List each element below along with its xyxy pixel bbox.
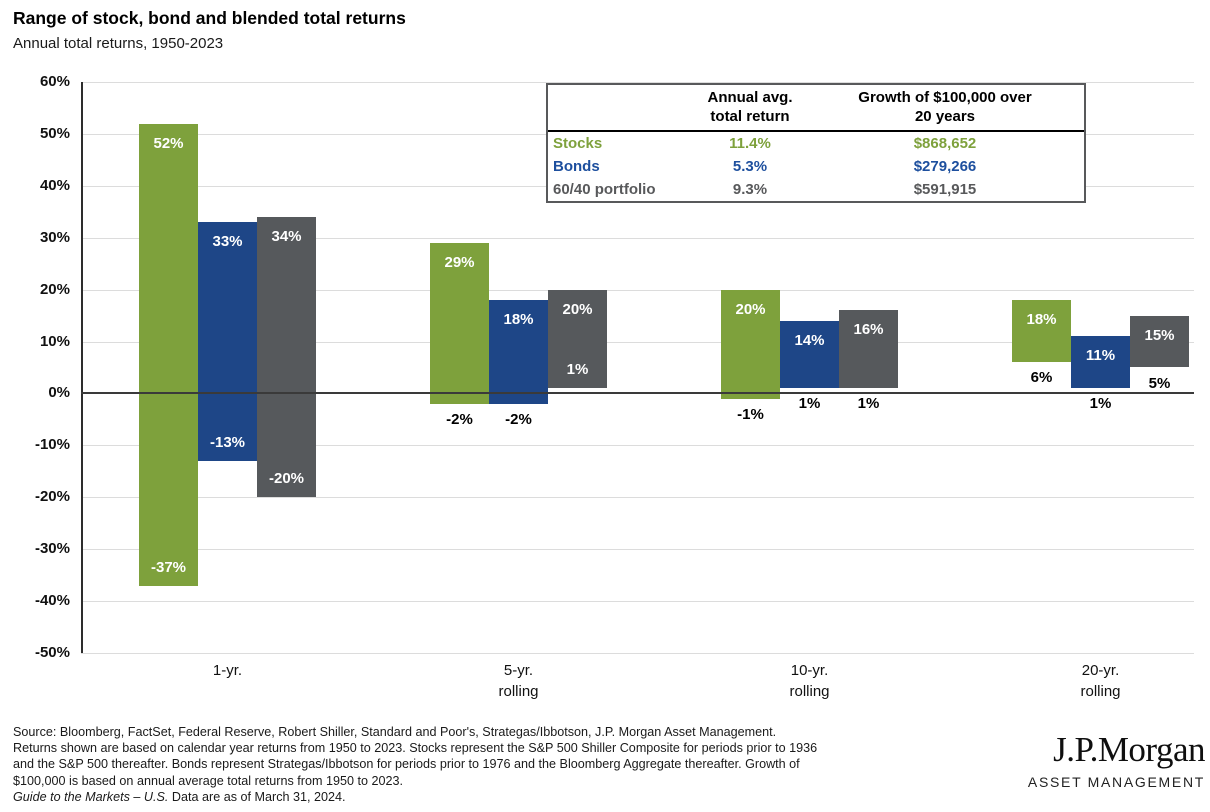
legend-avg-bonds: 5.3% xyxy=(732,158,768,175)
bar-60-40-portfolio-2 xyxy=(548,289,607,389)
page-title: Range of stock, bond and blended total r… xyxy=(13,8,406,28)
legend-label-bonds: Bonds xyxy=(553,158,600,175)
gridline xyxy=(81,601,1194,603)
bar-min-label-bonds-2: -2% xyxy=(505,410,532,428)
y-axis-tick-label: -40% xyxy=(34,592,70,610)
bar-min-label-60-40-portfolio-4: 5% xyxy=(1148,374,1171,392)
bar-max-label-stocks-3: 20% xyxy=(735,300,766,318)
gridline xyxy=(81,289,1194,291)
source-text-last-line: Guide to the Markets – U.S. Data are as … xyxy=(13,789,346,804)
bar-60-40-portfolio-4 xyxy=(1130,315,1189,368)
bar-max-label-60-40-portfolio-4: 15% xyxy=(1144,326,1175,344)
y-axis-tick-label: 30% xyxy=(39,228,70,246)
legend-row-stocks: Stocks 11.4% $868,652 xyxy=(548,132,1084,155)
legend-avg-6040: 9.3% xyxy=(732,181,768,198)
bar-bonds-3 xyxy=(780,320,839,389)
y-axis-tick-label: -50% xyxy=(34,644,70,661)
plot-area: 60% 50% 40% 30% 20% 10% 0% -10% -20% -30% -40% -50%… xyxy=(34,73,1194,700)
y-axis-tick-label: -10% xyxy=(34,436,70,454)
bar-min-label-stocks-4: 6% xyxy=(1030,369,1053,387)
x-axis-label: 20-yr. rolling xyxy=(1080,662,1121,700)
bar-min-label-bonds-1: -13% xyxy=(209,433,246,451)
gridline xyxy=(81,497,1194,499)
bar-max-label-60-40-portfolio-3: 16% xyxy=(853,321,884,339)
x-axis-label: 1-yr. xyxy=(212,662,243,679)
y-axis-tick-label: 60% xyxy=(39,73,70,90)
legend-row-bonds: Bonds 5.3% $279,266 xyxy=(548,155,1084,178)
bar-stocks-4 xyxy=(1012,300,1071,363)
jpmorgan-brand-text: J.P.Morgan xyxy=(1053,730,1205,769)
jpmorgan-logo: J.P.Morgan ASSET MANAGEMENT xyxy=(1027,730,1206,791)
bar-max-label-bonds-4: 11% xyxy=(1085,347,1116,365)
legend-avg-stocks: 11.4% xyxy=(729,135,771,152)
asset-management-text: ASSET MANAGEMENT xyxy=(1027,774,1205,790)
y-axis-tick-label: 20% xyxy=(39,280,70,298)
bar-min-label-bonds-3: 1% xyxy=(798,395,821,413)
source-text-line: Returns shown are based on calendar year… xyxy=(13,741,818,756)
bar-min-label-stocks-3: -1% xyxy=(737,405,764,423)
source-text-line: $100,000 is based on annual average tota… xyxy=(13,773,403,788)
legend-growth-bonds: $279,266 xyxy=(913,158,977,175)
bar-max-label-bonds-2: 18% xyxy=(503,311,534,329)
bar-stocks-2 xyxy=(430,242,489,404)
legend-header-growth: Growth of $100,000 over 20 years xyxy=(858,89,1032,125)
gridline xyxy=(81,653,1194,654)
gridline xyxy=(81,341,1194,343)
bar-min-label-stocks-1: -37% xyxy=(150,558,187,576)
y-axis-tick-label: -20% xyxy=(34,488,70,506)
legend-row-6040: 60/40 portfolio 9.3% $591,915 xyxy=(548,178,1084,201)
gridline xyxy=(81,237,1194,239)
bar-stocks-1 xyxy=(139,123,198,586)
bar-stocks-3 xyxy=(721,289,780,399)
bar-max-label-stocks-1: 52% xyxy=(153,134,184,152)
gridline xyxy=(81,445,1194,447)
bar-bonds-1 xyxy=(198,222,257,461)
source-text-line: Source: Bloomberg, FactSet, Federal Rese… xyxy=(13,725,777,739)
gridline xyxy=(81,82,1194,83)
legend-table: Annual avg. total return Growth of $100,… xyxy=(546,83,1086,203)
bar-max-label-stocks-2: 29% xyxy=(444,253,475,271)
y-axis-tick-label: 10% xyxy=(39,332,70,350)
y-axis-tick-label: -30% xyxy=(34,540,70,558)
bar-max-label-bonds-3: 14% xyxy=(794,331,825,349)
bar-min-label-60-40-portfolio-3: 1% xyxy=(857,395,880,413)
legend-growth-stocks: $868,652 xyxy=(913,135,977,152)
x-axis-label: 5-yr. rolling xyxy=(498,662,539,700)
bar-60-40-portfolio-1 xyxy=(257,216,316,498)
bar-min-label-stocks-2: -2% xyxy=(446,410,473,428)
legend-growth-6040: $591,915 xyxy=(913,181,977,198)
bar-max-label-60-40-portfolio-2: 20% xyxy=(562,300,593,318)
bar-min-label-60-40-portfolio-2: 1% xyxy=(566,361,589,379)
legend-label-stocks: Stocks xyxy=(553,135,603,152)
legend-header-avg-return: Annual avg. total return xyxy=(707,89,793,125)
bar-min-label-60-40-portfolio-1: -20% xyxy=(268,470,305,488)
y-axis-tick-label: 50% xyxy=(39,124,70,142)
x-axis-label: 10-yr. rolling xyxy=(789,662,830,700)
bar-max-label-60-40-portfolio-1: 34% xyxy=(271,227,302,245)
gridline xyxy=(81,549,1194,551)
bar-bonds-2 xyxy=(489,300,548,404)
legend-table-header: Annual avg. total return Growth of $100,… xyxy=(548,85,1084,132)
zero-axis-line xyxy=(81,392,1194,395)
legend-header-blank xyxy=(548,88,694,126)
bar-60-40-portfolio-3 xyxy=(839,310,898,389)
chart-subtitle: Annual total returns, 1950-2023 xyxy=(13,35,224,52)
legend-label-6040: 60/40 portfolio xyxy=(553,181,656,198)
y-axis-tick-label: 0% xyxy=(48,384,70,402)
guide-to-markets-citation: Guide to the Markets – U.S. xyxy=(13,789,169,804)
bar-max-label-bonds-1: 33% xyxy=(212,233,243,251)
y-axis-tick-label: 40% xyxy=(39,176,70,194)
y-axis-line xyxy=(81,82,83,653)
source-text: Source: Bloomberg, FactSet, Federal Rese… xyxy=(13,724,1003,805)
source-text-line: and the S&P 500 thereafter. Bonds repres… xyxy=(13,757,800,772)
bar-min-label-bonds-4: 1% xyxy=(1089,395,1112,413)
bar-max-label-stocks-4: 18% xyxy=(1026,311,1057,329)
bar-bonds-4 xyxy=(1071,336,1130,389)
